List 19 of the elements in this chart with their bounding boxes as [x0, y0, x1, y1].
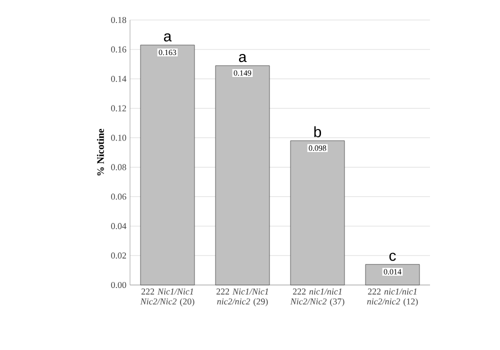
annotation: b	[314, 126, 322, 138]
annotation: c	[389, 252, 396, 261]
annotation: a	[164, 33, 172, 42]
y-tick-label: 0.16	[111, 46, 126, 52]
x-tick-label: 222 nic1/nic1 Nic2/Nic2 (37)	[290, 288, 344, 306]
annotation: a	[238, 54, 247, 62]
y-axis-title: % Nicotine	[96, 128, 104, 176]
y-tick-label: 0.06	[111, 194, 126, 200]
y-tick-label: 0.08	[111, 164, 126, 170]
y-tick-label: 0.04	[111, 223, 126, 230]
x-tick-label: 222 nic1/nic1 nic2/nic2 (12)	[367, 288, 418, 306]
y-tick-label: 0.14	[111, 76, 126, 82]
y-tick-label: 0.00	[111, 282, 126, 288]
x-tick-label: 222 Nic1/Nic1 nic2/nic2 (29)	[216, 288, 268, 306]
y-tick-label: 0.18	[111, 16, 126, 24]
x-tick-label: 222 Nic1/Nic1 Nic2/Nic2 (20)	[140, 288, 194, 306]
y-tick-label: 0.10	[111, 134, 126, 141]
y-tick-label: 0.12	[111, 105, 126, 112]
y-tick-label: 0.02	[111, 252, 126, 259]
